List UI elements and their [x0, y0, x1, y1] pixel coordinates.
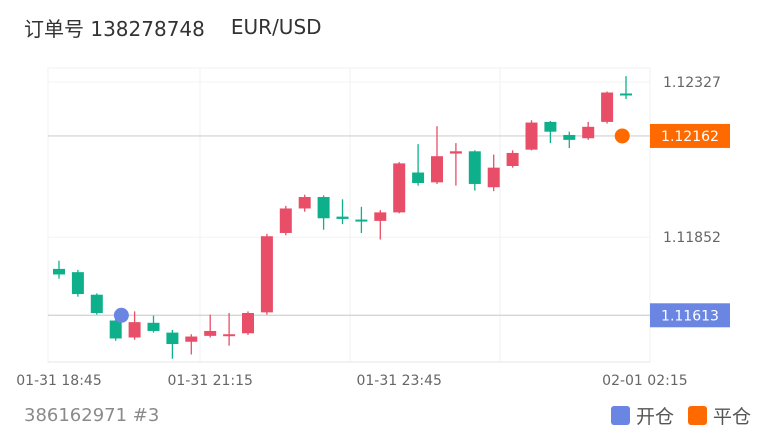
candle	[431, 126, 443, 184]
candle-body	[393, 163, 406, 213]
candle-body	[431, 156, 443, 183]
currency-pair: EUR/USD	[230, 15, 322, 39]
candle	[204, 314, 217, 338]
plot-frame	[47, 67, 651, 363]
candle-body	[336, 216, 349, 219]
candle-body	[109, 320, 122, 339]
candle	[242, 311, 254, 335]
candle-body	[468, 151, 481, 184]
candle-body	[166, 332, 179, 345]
candle-body	[563, 134, 576, 140]
candle-body	[279, 208, 292, 233]
candle	[53, 260, 65, 279]
y-tick-label: 1.11852	[663, 230, 721, 246]
price-tag-label: 1.11613	[661, 308, 719, 324]
candle	[393, 162, 406, 214]
candle-body	[185, 336, 198, 342]
legend-close-swatch	[687, 405, 707, 425]
candle	[544, 120, 557, 144]
candle-body	[544, 121, 557, 132]
candle-body	[601, 92, 614, 122]
legend-close-label: 平仓	[712, 405, 751, 428]
x-tick-label: 02-01 02:15	[602, 373, 687, 389]
candle-body	[298, 197, 311, 209]
candle	[449, 143, 462, 186]
candle-body	[90, 294, 103, 313]
candle	[185, 334, 198, 355]
candle	[260, 233, 273, 315]
candle-body	[242, 313, 254, 334]
candle	[90, 293, 103, 315]
candle	[374, 210, 387, 240]
candle	[506, 150, 519, 168]
candle	[563, 131, 576, 149]
candle-body	[53, 268, 65, 275]
legend-open-label: 开仓	[635, 405, 674, 428]
candle	[109, 318, 122, 341]
candle-body	[147, 322, 160, 331]
y-tick-label: 1.12327	[663, 75, 721, 91]
candle-body	[204, 330, 217, 336]
order-number: 订单号 138278748	[24, 16, 205, 41]
candle-body	[525, 122, 538, 150]
candle-body	[582, 126, 595, 139]
candlestick-chart[interactable]: 1.12327 1.11852 1.12162 1.11613 01-31 18:45 0…	[0, 60, 775, 400]
chart-svg[interactable]: 1.12327 1.11852 1.12162 1.11613 01-31 18:45 0…	[0, 60, 775, 400]
candle	[468, 150, 481, 191]
candle-body	[128, 322, 141, 338]
chart-footer: 386162971 #3 开仓 平仓	[24, 400, 751, 430]
legend-open-swatch	[610, 405, 630, 425]
candle-body	[412, 172, 425, 183]
candle	[601, 91, 614, 124]
open-marker	[113, 307, 129, 323]
candle	[147, 315, 160, 333]
legend-close: 平仓	[687, 402, 751, 429]
x-tick-label: 01-31 18:45	[16, 373, 101, 389]
price-tag	[650, 303, 730, 328]
candle-body	[223, 334, 236, 337]
candle	[71, 269, 84, 297]
candle	[166, 329, 179, 359]
order-header: 订单号 138278748 EUR/USD	[24, 12, 322, 42]
candle	[412, 144, 425, 186]
price-tag-label: 1.12162	[661, 129, 719, 145]
candle	[582, 121, 595, 140]
candle	[525, 120, 538, 151]
candle	[336, 199, 349, 225]
candle	[620, 76, 632, 100]
candle-body	[355, 219, 368, 222]
legend-open: 开仓	[610, 402, 674, 429]
candle-body	[71, 272, 84, 295]
position-reference: 386162971 #3	[24, 404, 160, 426]
candle	[223, 313, 236, 346]
candle-body	[260, 236, 273, 313]
candle	[298, 194, 311, 212]
chart-legend: 开仓 平仓	[610, 402, 751, 429]
close-marker	[614, 128, 630, 144]
x-tick-label: 01-31 21:15	[167, 373, 252, 389]
candle-body	[374, 212, 387, 221]
candle-body	[620, 93, 632, 96]
candle-body	[317, 197, 330, 219]
candle	[317, 195, 330, 230]
candle-body	[506, 152, 519, 166]
candle	[279, 205, 292, 236]
x-tick-label: 01-31 23:45	[356, 373, 441, 389]
price-tag	[650, 123, 730, 148]
candle	[355, 206, 368, 233]
candle-body	[487, 167, 500, 188]
candle	[487, 154, 500, 192]
candle-body	[449, 151, 462, 154]
candle	[128, 311, 141, 340]
